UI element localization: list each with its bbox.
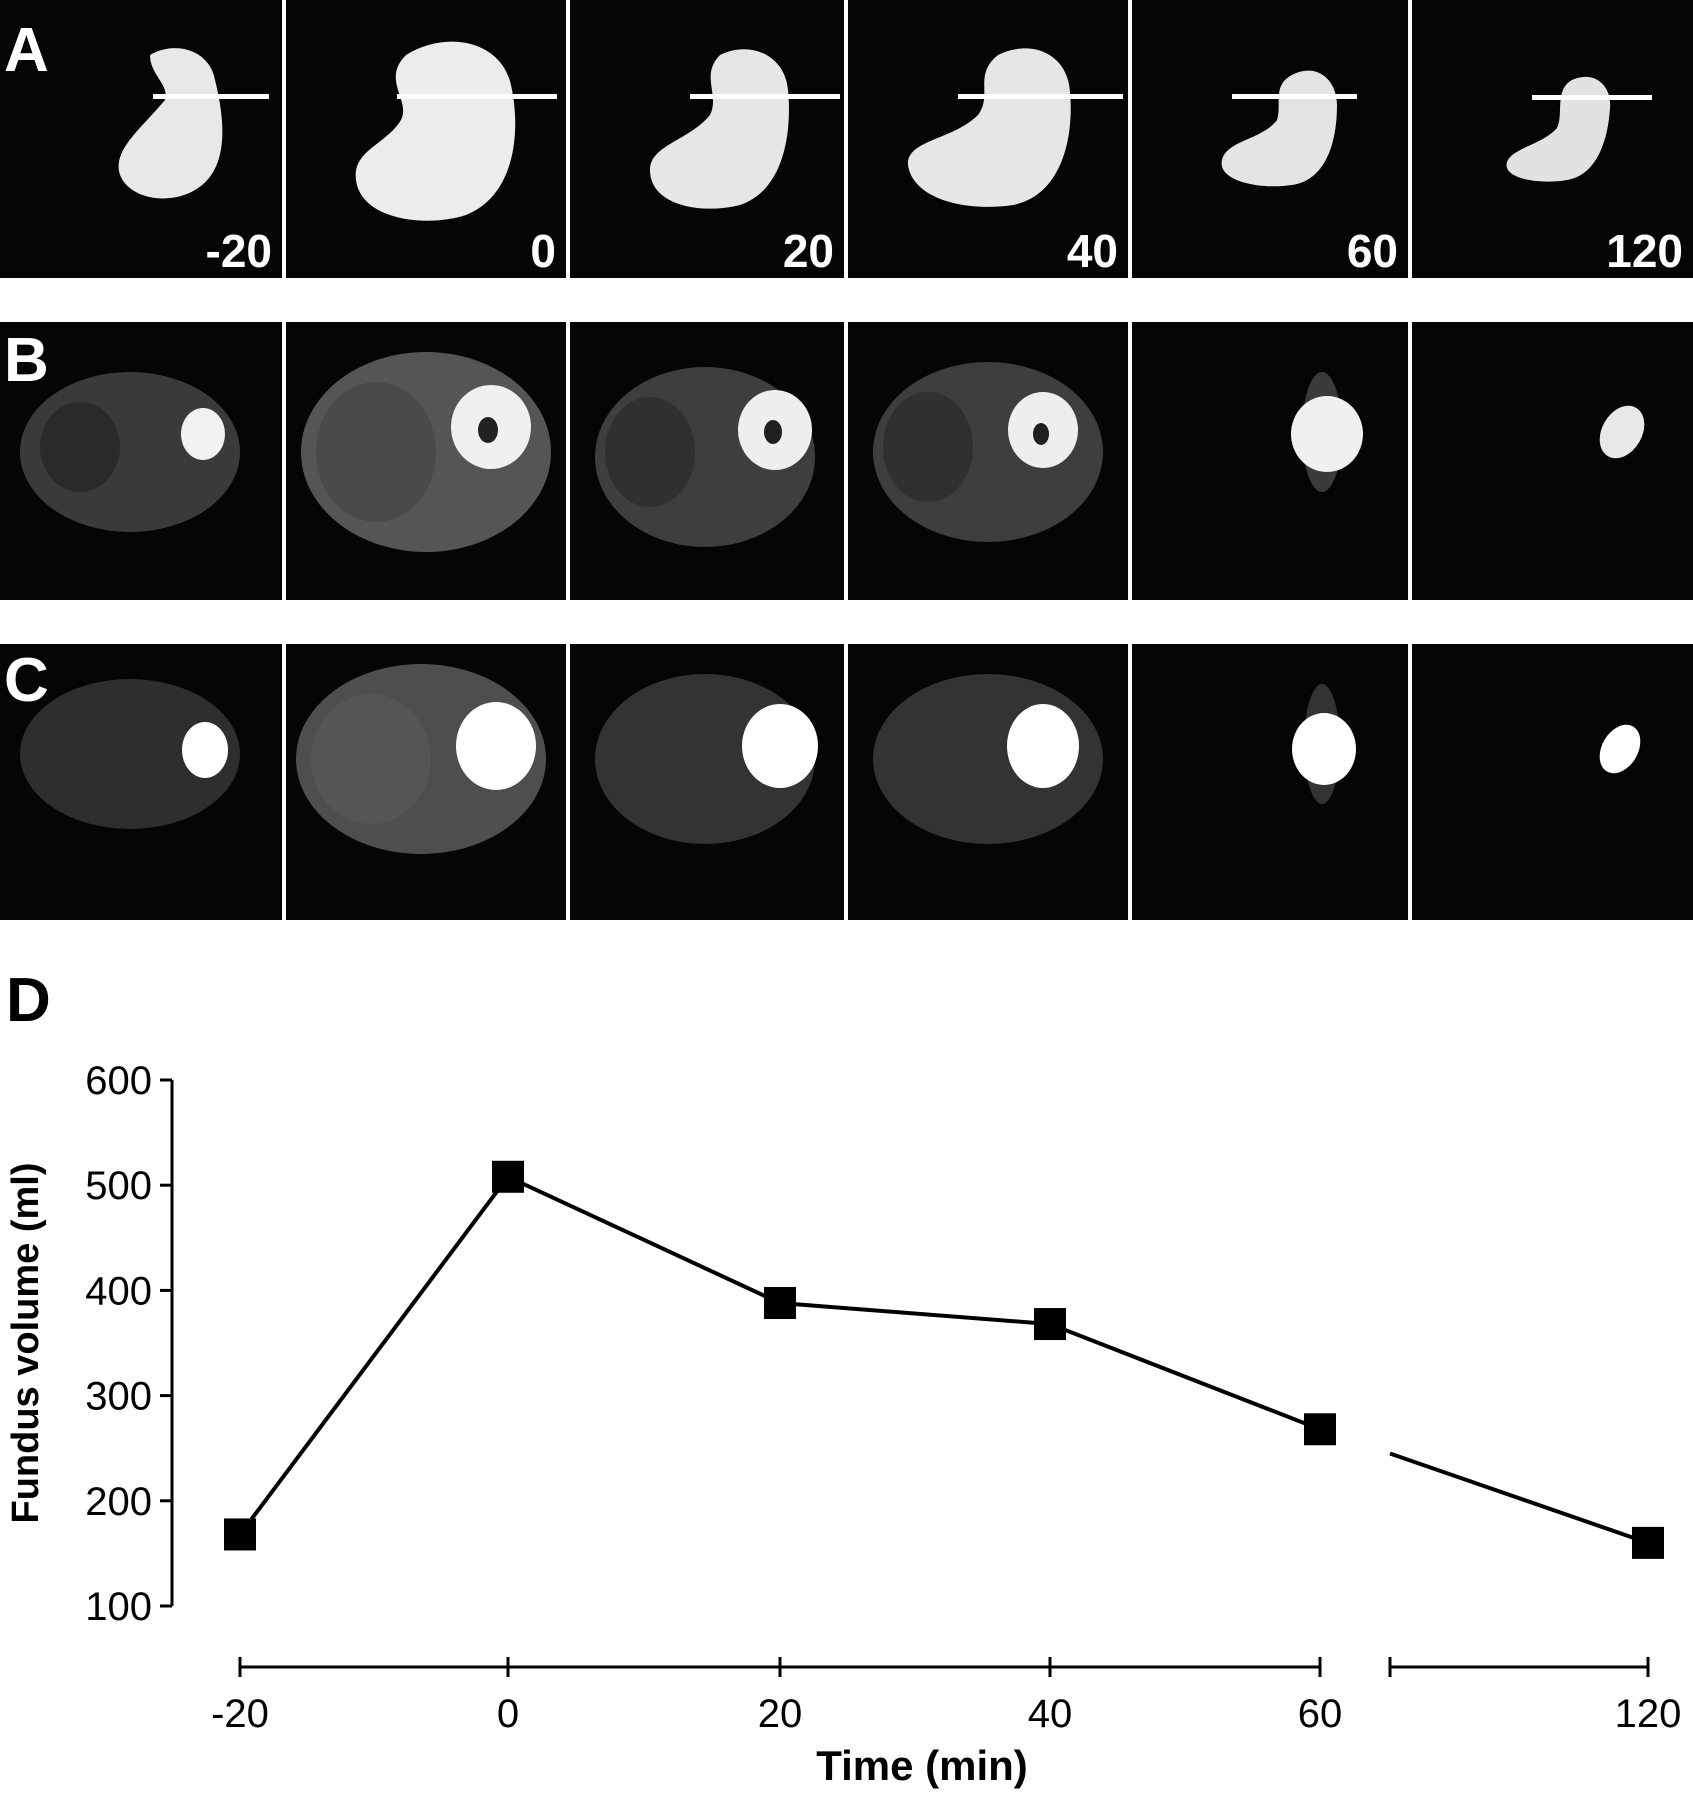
x-axis-title: Time (min)	[816, 1742, 1028, 1789]
panel-label-b: B	[4, 326, 49, 395]
panel-label-d: D	[6, 966, 51, 1035]
panel-a-tile-1: -20	[0, 0, 282, 278]
x-tick-label: 40	[1028, 1692, 1073, 1736]
time-label: 0	[530, 225, 556, 277]
cross-section-scan-image	[873, 362, 1103, 542]
panel-label-c: C	[4, 646, 49, 715]
y-tick-label: 300	[85, 1375, 152, 1419]
panel-c-tile-6	[1412, 644, 1693, 920]
stomach-scan-image	[650, 49, 840, 209]
panel-a-tile-6: 120	[1412, 0, 1693, 278]
x-tick-label: 120	[1615, 1692, 1682, 1736]
image-panels: -20 0 20 40 60 120	[0, 0, 1693, 920]
panel-c-tile-2	[286, 644, 566, 920]
chart-canvas: 100 200 300 400 500 600 Fundus volume (ml) -20 0…	[5, 1059, 1682, 1789]
segmented-scan-image	[1292, 684, 1356, 804]
cross-section-scan-image	[1599, 405, 1645, 459]
panel-a-tile-3: 20	[570, 0, 844, 278]
time-label: 40	[1066, 225, 1118, 277]
time-label: -20	[205, 225, 272, 277]
data-point	[224, 1518, 256, 1551]
data-point	[1034, 1308, 1066, 1341]
segmented-scan-image	[873, 674, 1103, 844]
panel-c-tile-5	[1132, 644, 1408, 920]
panel-b-tile-1	[0, 322, 282, 600]
segmented-scan-image	[595, 674, 818, 844]
y-tick-label: 500	[85, 1164, 152, 1208]
cross-section-scan-image	[301, 352, 551, 552]
segmented-scan-image	[20, 679, 240, 829]
stomach-scan-image	[118, 48, 269, 199]
segmented-scan-image	[296, 664, 546, 854]
y-tick-label: 400	[85, 1269, 152, 1313]
cross-section-scan-image	[1291, 372, 1363, 492]
x-tick-label: -20	[211, 1692, 269, 1736]
panel-b-tile-2	[286, 322, 566, 600]
x-tick-label: 0	[497, 1692, 519, 1736]
panel-c-tile-3	[570, 644, 844, 920]
stomach-scan-image	[907, 48, 1123, 207]
time-label: 120	[1606, 225, 1683, 277]
panel-b-tile-6	[1412, 322, 1693, 600]
panel-b-tile-4	[848, 322, 1128, 600]
panel-a-tile-4: 40	[848, 0, 1128, 278]
cross-section-scan-image	[20, 372, 240, 532]
panel-c-tile-4	[848, 644, 1128, 920]
data-point	[492, 1160, 524, 1193]
y-tick-label: 100	[85, 1585, 152, 1629]
time-label: 60	[1346, 225, 1398, 277]
panel-a-tile-2: 0	[286, 0, 566, 278]
series-line	[238, 1174, 1321, 1536]
segmented-scan-image	[1599, 724, 1641, 774]
data-point	[1632, 1526, 1664, 1559]
y-tick-label: 200	[85, 1480, 152, 1524]
panel-c-tile-1	[0, 644, 282, 920]
data-point	[764, 1287, 796, 1320]
x-tick-label: 20	[758, 1692, 803, 1736]
y-tick-label: 600	[85, 1059, 152, 1103]
panel-b-tile-5	[1132, 322, 1408, 600]
stomach-scan-image	[1221, 70, 1357, 187]
cross-section-scan-image	[595, 367, 815, 547]
y-axis-title: Fundus volume (ml)	[5, 1163, 47, 1524]
panel-b-tile-3	[570, 322, 844, 600]
series-line-after-break	[1389, 1451, 1649, 1545]
stomach-scan-image	[1506, 76, 1652, 182]
fundus-volume-chart: 100 200 300 400 500 600 Fundus volume (ml) -20 0…	[0, 950, 1693, 1800]
x-tick-label: 60	[1298, 1692, 1343, 1736]
stomach-scan-image	[355, 41, 557, 221]
panel-label-a: A	[4, 16, 49, 85]
time-label: 20	[782, 225, 834, 277]
data-point	[1304, 1413, 1336, 1446]
panel-a-tile-5: 60	[1132, 0, 1408, 278]
